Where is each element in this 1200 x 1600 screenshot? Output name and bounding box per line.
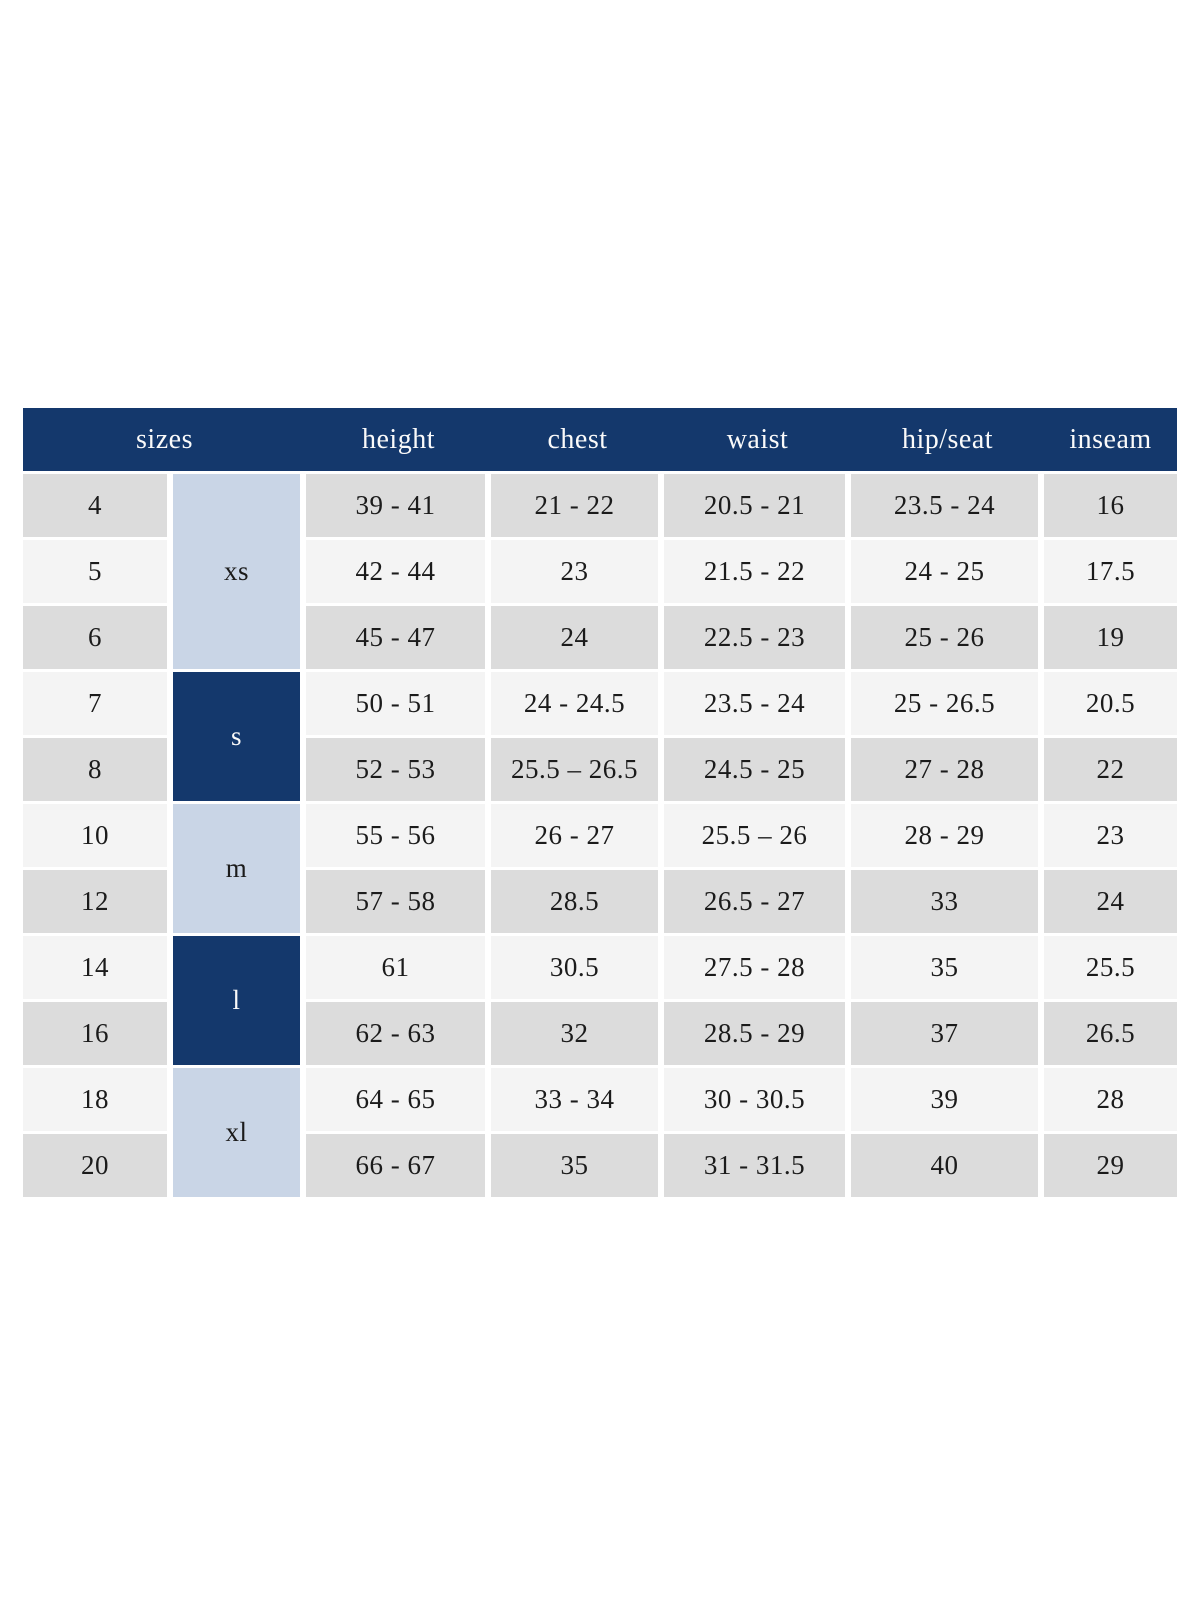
cell-hip-seat: 39 [851,1068,1044,1134]
cell-inseam: 24 [1044,870,1177,936]
cell-chest: 26 - 27 [491,804,664,870]
cell-hip-seat: 37 [851,1002,1044,1068]
cell-size: 8 [23,738,173,804]
cell-height: 52 - 53 [306,738,491,804]
cell-inseam: 29 [1044,1134,1177,1200]
cell-waist: 26.5 - 27 [664,870,851,936]
cell-inseam: 28 [1044,1068,1177,1134]
cell-hip-seat: 25 - 26.5 [851,672,1044,738]
size-chart-table: sizes height chest waist hip/seat inseam… [23,408,1177,1200]
cell-height: 50 - 51 [306,672,491,738]
cell-waist: 25.5 – 26 [664,804,851,870]
cell-inseam: 16 [1044,474,1177,540]
column-header-hip-seat: hip/seat [851,408,1044,474]
cell-chest: 33 - 34 [491,1068,664,1134]
cell-size: 18 [23,1068,173,1134]
cell-height: 57 - 58 [306,870,491,936]
cell-hip-seat: 23.5 - 24 [851,474,1044,540]
cell-height: 62 - 63 [306,1002,491,1068]
cell-size: 14 [23,936,173,1002]
cell-chest: 24 [491,606,664,672]
cell-inseam: 19 [1044,606,1177,672]
size-group-l: l [173,936,306,1068]
column-header-sizes: sizes [23,408,306,474]
cell-height: 42 - 44 [306,540,491,606]
column-header-height: height [306,408,491,474]
size-group-xl: xl [173,1068,306,1200]
cell-size: 6 [23,606,173,672]
cell-chest: 21 - 22 [491,474,664,540]
cell-height: 66 - 67 [306,1134,491,1200]
size-group-m: m [173,804,306,936]
cell-waist: 20.5 - 21 [664,474,851,540]
cell-height: 55 - 56 [306,804,491,870]
cell-waist: 24.5 - 25 [664,738,851,804]
cell-waist: 28.5 - 29 [664,1002,851,1068]
cell-inseam: 17.5 [1044,540,1177,606]
cell-chest: 25.5 – 26.5 [491,738,664,804]
cell-height: 45 - 47 [306,606,491,672]
cell-hip-seat: 28 - 29 [851,804,1044,870]
cell-size: 12 [23,870,173,936]
cell-inseam: 22 [1044,738,1177,804]
column-header-waist: waist [664,408,851,474]
cell-waist: 27.5 - 28 [664,936,851,1002]
cell-hip-seat: 27 - 28 [851,738,1044,804]
cell-chest: 23 [491,540,664,606]
cell-size: 5 [23,540,173,606]
cell-inseam: 26.5 [1044,1002,1177,1068]
cell-hip-seat: 33 [851,870,1044,936]
column-header-inseam: inseam [1044,408,1177,474]
cell-inseam: 23 [1044,804,1177,870]
size-group-s: s [173,672,306,804]
cell-size: 4 [23,474,173,540]
cell-size: 10 [23,804,173,870]
cell-height: 61 [306,936,491,1002]
cell-inseam: 20.5 [1044,672,1177,738]
cell-height: 39 - 41 [306,474,491,540]
cell-chest: 35 [491,1134,664,1200]
cell-hip-seat: 40 [851,1134,1044,1200]
cell-waist: 23.5 - 24 [664,672,851,738]
cell-chest: 32 [491,1002,664,1068]
cell-waist: 22.5 - 23 [664,606,851,672]
cell-inseam: 25.5 [1044,936,1177,1002]
cell-height: 64 - 65 [306,1068,491,1134]
cell-waist: 31 - 31.5 [664,1134,851,1200]
cell-size: 20 [23,1134,173,1200]
cell-chest: 24 - 24.5 [491,672,664,738]
cell-hip-seat: 25 - 26 [851,606,1044,672]
cell-waist: 30 - 30.5 [664,1068,851,1134]
size-group-xs: xs [173,474,306,672]
cell-chest: 28.5 [491,870,664,936]
cell-chest: 30.5 [491,936,664,1002]
cell-waist: 21.5 - 22 [664,540,851,606]
column-header-chest: chest [491,408,664,474]
cell-hip-seat: 35 [851,936,1044,1002]
cell-size: 16 [23,1002,173,1068]
cell-size: 7 [23,672,173,738]
cell-hip-seat: 24 - 25 [851,540,1044,606]
